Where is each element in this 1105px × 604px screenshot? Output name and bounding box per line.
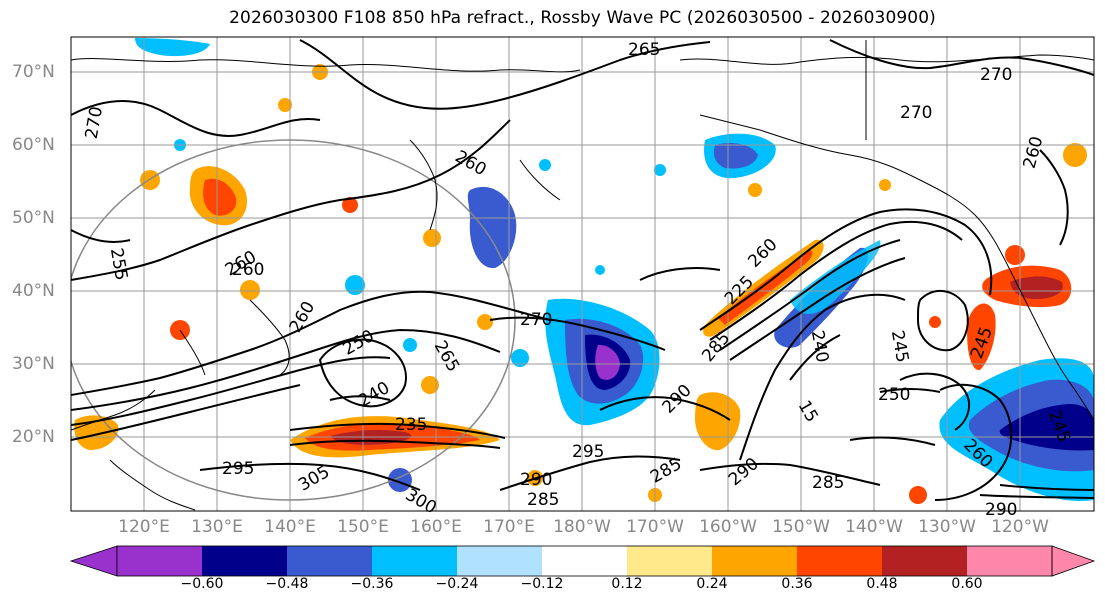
contour-label: 270 — [520, 310, 552, 330]
lat-label-60n: 60°N — [12, 135, 55, 155]
colorbar — [69, 545, 1096, 577]
lon-label: 130°E — [191, 517, 243, 537]
contour-label: 285 — [527, 490, 559, 510]
colorbar-tick: 0.60 — [951, 576, 983, 592]
lat-label-40n: 40°N — [12, 281, 55, 301]
contour-label: 270 — [980, 65, 1012, 85]
lon-label: 120°E — [118, 517, 170, 537]
negative-anomaly-bering — [467, 186, 517, 269]
colorbar-tick: −0.60 — [180, 576, 224, 592]
lon-label: 160°E — [410, 517, 462, 537]
small-patch — [1063, 143, 1087, 167]
shaded-field — [74, 38, 1094, 504]
negative-band-east-outer — [790, 240, 881, 314]
lat-label-30n: 30°N — [12, 354, 55, 374]
contour-label: 285 — [812, 473, 844, 493]
contour-label: 250 — [878, 385, 910, 405]
positive-anomaly-siberia-core — [203, 178, 237, 216]
negative-anomaly-southeast-peak — [999, 404, 1094, 451]
lon-label: 160°W — [699, 517, 757, 537]
contour-label: 295 — [222, 459, 254, 479]
colorbar-tick: 0.48 — [866, 576, 898, 592]
colorbar-bin — [627, 546, 712, 576]
small-patch — [140, 170, 160, 190]
lon-label: 130°W — [918, 517, 976, 537]
lon-label: 120°W — [991, 517, 1049, 537]
colorbar-bin — [797, 546, 882, 576]
negative-anomaly-max — [595, 344, 620, 380]
contour-label: 295 — [572, 442, 604, 462]
contour-label: 290 — [520, 470, 552, 490]
small-patch — [654, 164, 666, 176]
small-patch — [403, 338, 417, 352]
contour-lines — [71, 39, 1094, 501]
small-patch — [423, 229, 441, 247]
negative-anomaly-arctic — [135, 38, 210, 57]
colorbar-bin — [882, 546, 967, 576]
lon-label: 170°W — [626, 517, 684, 537]
lon-label: 180°W — [553, 517, 611, 537]
lat-label-20n: 20°N — [12, 427, 55, 447]
small-patch — [278, 98, 292, 112]
colorbar-bin — [202, 546, 287, 576]
small-patch — [748, 183, 762, 197]
colorbar-bin — [712, 546, 797, 576]
lat-label-70n: 70°N — [12, 62, 55, 82]
colorbar-max-extend — [1051, 545, 1096, 577]
small-patch — [421, 376, 439, 394]
colorbar-bin — [457, 546, 542, 576]
lon-label: 140°W — [845, 517, 903, 537]
colorbar-tick: −0.12 — [520, 576, 564, 592]
small-patch — [342, 197, 358, 213]
colorbar-tick: 0.24 — [696, 576, 728, 592]
reference-circle — [71, 139, 516, 501]
colorbar-tick: −0.36 — [350, 576, 394, 592]
contour-label: 260 — [232, 260, 264, 280]
lon-label: 140°E — [264, 517, 316, 537]
colorbar-tick: −0.24 — [435, 576, 479, 592]
small-patch — [595, 265, 605, 275]
lon-label: 150°E — [337, 517, 389, 537]
small-patch — [240, 280, 260, 300]
contour-label: 290 — [985, 500, 1017, 520]
small-patch — [345, 275, 365, 295]
small-patch — [477, 314, 493, 330]
colorbar-tick: 0.12 — [611, 576, 643, 592]
plot-frame — [70, 36, 1095, 512]
small-patch — [1005, 245, 1025, 265]
contour-label: 270 — [900, 103, 932, 123]
positive-band-jet-core — [718, 250, 813, 325]
positive-anomaly-northeast-core — [1010, 276, 1063, 300]
contour-label: 265 — [628, 40, 660, 60]
map-title: 2026030300 F108 850 hPa refract., Rossby… — [229, 8, 936, 28]
colorbar-bin — [967, 546, 1052, 576]
small-patch — [929, 316, 941, 328]
colorbar-tick: −0.48 — [265, 576, 309, 592]
lon-label: 150°W — [772, 517, 830, 537]
small-patch — [879, 179, 891, 191]
small-patch — [511, 349, 529, 367]
lat-label-50n: 50°N — [12, 208, 55, 228]
colorbar-tick: 0.36 — [781, 576, 813, 592]
contour-label: 235 — [395, 415, 427, 435]
coastlines — [71, 40, 1094, 511]
lon-label: 170°E — [483, 517, 535, 537]
small-patch — [539, 159, 551, 171]
negative-anomaly-alaska-core — [713, 143, 758, 169]
small-patch — [909, 486, 927, 504]
colorbar-frame — [116, 545, 1053, 577]
colorbar-bin — [117, 546, 202, 576]
graticule — [71, 37, 1094, 511]
colorbar-bin — [372, 546, 457, 576]
colorbar-bin — [542, 546, 627, 576]
colorbar-min-extend — [69, 545, 118, 577]
colorbar-bin — [287, 546, 372, 576]
positive-anomaly-coast — [967, 303, 996, 371]
